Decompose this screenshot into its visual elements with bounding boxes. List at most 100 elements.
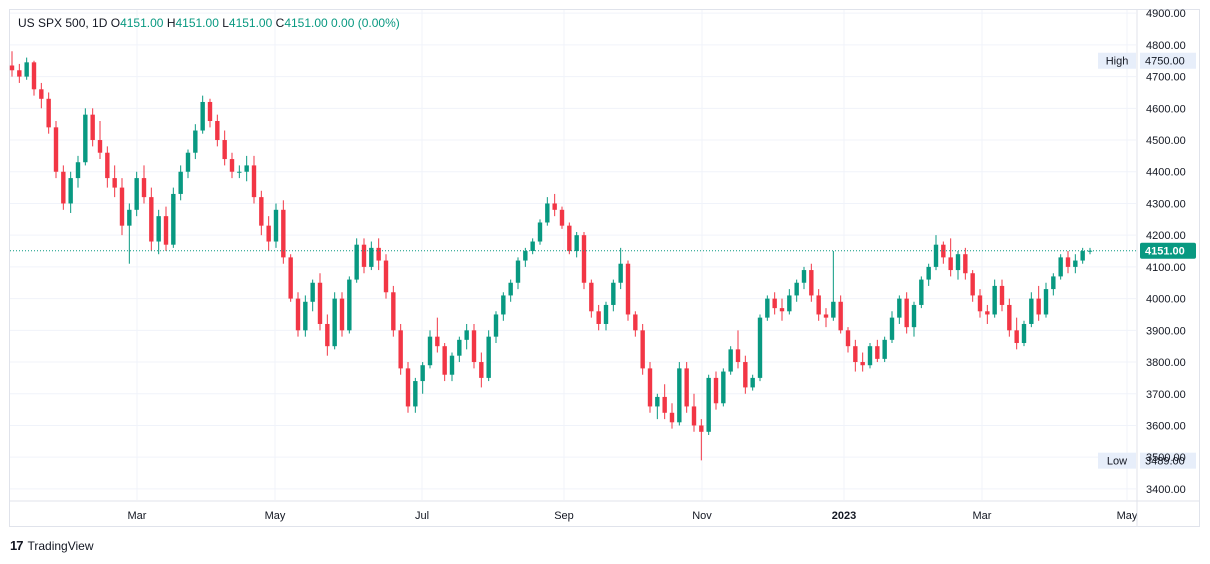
candle-body — [801, 270, 807, 283]
high-marker-value-bg — [1140, 52, 1196, 69]
candle-body — [354, 244, 359, 280]
candle-body — [369, 247, 374, 267]
candle-body — [552, 203, 557, 210]
candle-body — [17, 70, 22, 77]
candle-body — [97, 140, 103, 153]
candle-body — [545, 203, 550, 223]
candle-body — [1021, 323, 1027, 344]
x-tick-label: May — [265, 510, 286, 522]
high-marker-label: High — [1106, 56, 1129, 68]
candle-body — [581, 235, 587, 283]
candle-body — [61, 171, 66, 204]
y-tick-label: 3900.00 — [1146, 325, 1186, 337]
y-tick-label: 4900.00 — [1146, 8, 1186, 20]
candle-body — [229, 159, 235, 172]
y-tick-label: 4300.00 — [1146, 198, 1186, 210]
candle-body — [1051, 276, 1056, 290]
candle-body — [963, 254, 968, 274]
candle-body — [237, 171, 242, 173]
candle-body — [867, 346, 873, 366]
grid-lines — [10, 10, 1136, 500]
candle-body — [295, 298, 301, 331]
candle-body — [53, 127, 59, 172]
candle-body — [684, 368, 689, 407]
candle-body — [68, 178, 73, 204]
candle-body — [691, 406, 697, 426]
brand[interactable]: 17 TradingView — [10, 538, 94, 553]
y-tick-label: 4400.00 — [1146, 167, 1186, 179]
candle-body — [999, 285, 1005, 305]
candle-body — [567, 225, 572, 252]
candle-body — [779, 308, 785, 312]
x-tick-label: Nov — [692, 510, 712, 522]
candle-body — [39, 89, 44, 99]
candle-body — [149, 197, 154, 242]
candle-body — [816, 295, 821, 315]
candle-body — [1073, 260, 1078, 267]
y-tick-label: 4500.00 — [1146, 135, 1186, 147]
low-marker-label: Low — [1107, 456, 1127, 468]
candle-body — [523, 251, 528, 261]
close-label: C — [275, 16, 285, 30]
candle-body — [860, 362, 865, 366]
candle-body — [530, 241, 535, 252]
last-price-value: 4151.00 — [1145, 246, 1185, 258]
candle-body — [207, 101, 213, 122]
change-value: 0.00 (0.00%) — [331, 16, 400, 30]
candle-body — [1058, 257, 1063, 277]
y-tick-label: 4000.00 — [1146, 294, 1186, 306]
candle-body — [677, 368, 682, 423]
candle-body — [442, 346, 447, 375]
candle-body — [273, 209, 279, 242]
high-marker-value: 4750.00 — [1145, 56, 1185, 68]
candle-body — [955, 254, 961, 271]
candle-body — [288, 257, 293, 299]
candle-body — [339, 298, 345, 331]
candle-body — [625, 263, 631, 315]
candle-body — [977, 295, 983, 312]
x-tick-label: Mar — [128, 510, 147, 522]
candle-body — [259, 197, 264, 226]
candle-body — [163, 216, 169, 245]
candle-body — [31, 62, 37, 90]
candle-body — [171, 193, 176, 245]
candle-body — [875, 346, 880, 359]
candle-body — [178, 171, 183, 194]
candle-body — [398, 330, 403, 369]
candle-body — [728, 349, 733, 372]
candle-body — [317, 282, 323, 324]
candle-body — [1007, 304, 1012, 331]
candle-body — [699, 425, 704, 432]
y-tick-label: 4100.00 — [1146, 262, 1186, 274]
x-tick-label: 2023 — [832, 510, 856, 522]
candle-body — [383, 260, 389, 293]
candle-body — [787, 295, 792, 312]
y-tick-label: 4700.00 — [1146, 72, 1186, 84]
high-value: 4151.00 — [175, 16, 219, 30]
low-value: 4151.00 — [228, 16, 273, 30]
candle-body — [486, 336, 491, 378]
y-tick-label: 4200.00 — [1146, 230, 1186, 242]
y-tick-label: 3400.00 — [1146, 484, 1186, 496]
candle-body — [596, 311, 601, 324]
y-tick-label: 3600.00 — [1146, 420, 1186, 432]
candle-body — [669, 412, 675, 423]
candle-body — [134, 178, 139, 210]
chart-frame[interactable] — [9, 9, 1200, 527]
candle-body — [347, 279, 352, 331]
candle-body — [765, 298, 770, 318]
candle-body — [713, 377, 719, 404]
candle-body — [105, 152, 110, 179]
candle-body — [141, 178, 147, 198]
candle-body — [1014, 330, 1019, 344]
candle-body — [611, 282, 616, 305]
candle-body — [508, 282, 513, 296]
candle-body — [823, 314, 829, 318]
low-label: L — [222, 16, 229, 30]
candle-body — [75, 162, 81, 179]
tradingview-logo-icon: 17 — [10, 538, 24, 553]
candle-body — [127, 209, 132, 226]
candle-body — [332, 298, 337, 347]
candle-body — [361, 244, 367, 267]
